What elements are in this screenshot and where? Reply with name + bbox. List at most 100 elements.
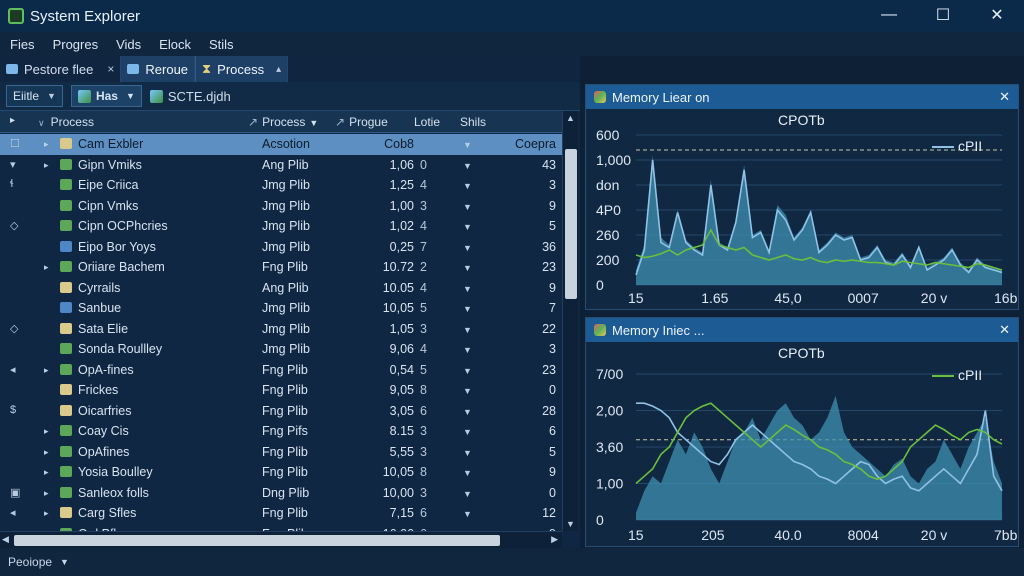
- chevron-down-icon[interactable]: ▼: [463, 140, 472, 150]
- expand-icon[interactable]: ▸: [44, 508, 49, 518]
- search-field[interactable]: SCTE.djdh: [149, 89, 231, 104]
- process-type: Fng Plib: [262, 362, 308, 377]
- scroll-left-icon[interactable]: ◀: [2, 534, 9, 544]
- chevron-up-icon[interactable]: ▴: [276, 63, 282, 75]
- tab-process[interactable]: ⧗ Process ▴: [195, 56, 289, 82]
- chevron-down-icon[interactable]: ▼: [463, 304, 472, 314]
- expand-icon[interactable]: ▸: [44, 364, 49, 375]
- series-line-green: [635, 402, 1003, 485]
- table-row[interactable]: ɬ Eipe Criica Jmg Plib 1,25 4 ▼ 3: [0, 175, 562, 196]
- vertical-scrollbar[interactable]: ▲ ▼: [562, 111, 578, 531]
- chevron-down-icon[interactable]: ▼: [60, 557, 69, 567]
- status-text[interactable]: Peoiope: [8, 555, 53, 569]
- column-header-lotie[interactable]: Lotie: [414, 115, 441, 129]
- process-value: 1,02: [389, 219, 414, 233]
- x-tick-label: 20 v: [921, 527, 947, 543]
- chevron-down-icon[interactable]: ▼: [463, 509, 472, 519]
- scroll-up-icon[interactable]: ▲: [566, 113, 575, 123]
- status-bar: Peoiope ▼: [0, 548, 1024, 576]
- table-row[interactable]: ◇ Sata Elie Jmg Plib 1,05 3 ▼ 22: [0, 319, 562, 340]
- table-row[interactable]: Eipo Bor Yoys Jmg Plib 0,25 7 ▼ 36: [0, 237, 562, 258]
- expand-icon[interactable]: ▸: [44, 159, 49, 170]
- chevron-down-icon[interactable]: ▼: [463, 406, 472, 417]
- table-row[interactable]: ◂ ▸ Carg Sfles Fng Plib 7,15 6 ▼ 12: [0, 503, 562, 524]
- process-count: 3: [549, 178, 556, 192]
- table-row[interactable]: ▸ Oriiare Bachem Fng Plib 10.72 2 ▼ 23: [0, 257, 562, 278]
- tab-label: Pestore flee: [24, 61, 94, 77]
- process-value: Cob8: [384, 137, 414, 151]
- chevron-down-icon[interactable]: ▼: [463, 263, 472, 273]
- tab-close-icon[interactable]: ×: [107, 62, 115, 76]
- chevron-down-icon[interactable]: ▼: [463, 181, 472, 191]
- table-row[interactable]: $ Oicarfries Fng Plib 3,05 6 ▼ 28: [0, 401, 562, 422]
- table-row[interactable]: ☐ ▸ Cam Exbler Acsotion Cob8 ▼ Coepra: [0, 134, 562, 155]
- process-name: Sonda Roullley: [78, 342, 163, 356]
- column-header-process-2[interactable]: ↗ Process ▼: [248, 115, 318, 129]
- window-controls: — ☐ ✕: [862, 0, 1024, 32]
- minimize-button[interactable]: —: [881, 6, 897, 23]
- close-button[interactable]: ✕: [990, 7, 1004, 24]
- table-row[interactable]: Frickes Fng Plib 9,05 8 ▼ 0: [0, 380, 562, 401]
- horizontal-scrollbar[interactable]: ◀ ▶: [0, 531, 562, 549]
- expand-icon[interactable]: ▸: [44, 262, 49, 272]
- scroll-down-icon[interactable]: ▼: [566, 519, 575, 529]
- menu-item-stils[interactable]: Stils: [208, 36, 234, 52]
- view-select[interactable]: Eiitle ▼: [6, 85, 63, 107]
- close-icon[interactable]: ✕: [999, 322, 1010, 337]
- table-row[interactable]: ▣ ▸ Sanleox folls Dng Plib 10,00 3 ▼ 0: [0, 483, 562, 504]
- chevron-down-icon[interactable]: ▼: [463, 468, 472, 478]
- expand-icon[interactable]: ▸: [44, 426, 49, 436]
- chevron-down-icon[interactable]: ▼: [463, 242, 472, 253]
- tab-pestore-flee[interactable]: Pestore flee ×: [0, 56, 122, 82]
- column-header-shils[interactable]: Shils: [460, 115, 487, 129]
- row-status-icon: ◂: [10, 507, 16, 519]
- has-button[interactable]: Has ▼: [70, 85, 142, 107]
- table-row[interactable]: Cipn Vmks Jmg Plib 1,00 3 ▼ 9: [0, 196, 562, 217]
- process-type: Jmg Plib: [262, 342, 310, 356]
- table-row[interactable]: Cyrrails Ang Plib 10.05 4 ▼ 9: [0, 278, 562, 299]
- chevron-down-icon[interactable]: ▼: [463, 283, 472, 294]
- chevron-down-icon[interactable]: ▼: [463, 222, 472, 232]
- horizontal-scroll-thumb[interactable]: [14, 535, 500, 546]
- column-header-process[interactable]: ∨ Process: [38, 115, 94, 129]
- close-icon[interactable]: ✕: [999, 89, 1010, 104]
- chevron-down-icon[interactable]: ▼: [463, 365, 472, 376]
- scroll-right-icon[interactable]: ▶: [551, 534, 558, 544]
- column-header-progue[interactable]: ↗ Progue: [335, 115, 388, 129]
- expand-icon[interactable]: ▸: [44, 139, 49, 149]
- table-row[interactable]: ▾ ▸ Gipn Vmiks Ang Plib 1,06 0 ▼ 43: [0, 155, 562, 176]
- chevron-down-icon[interactable]: ▼: [463, 324, 472, 335]
- table-row[interactable]: Sanbue Jmg Plib 10,05 5 ▼ 7: [0, 298, 562, 319]
- process-lotie: 3: [420, 321, 427, 336]
- table-row[interactable]: Crd Pfleo Fng Plib 16,06 6 ▼ 9: [0, 524, 562, 532]
- table-row[interactable]: ▸ Yosia Boulley Fng Plib 10,05 8 ▼ 9: [0, 462, 562, 483]
- menu-item-progres[interactable]: Progres: [52, 36, 99, 52]
- table-row[interactable]: ◇ Cipn OCPhcries Jmg Plib 1,02 4 ▼ 5: [0, 216, 562, 237]
- chevron-down-icon[interactable]: ▼: [463, 345, 472, 355]
- table-row[interactable]: ◂ ▸ OpA-fines Fng Plib 0,54 5 ▼ 23: [0, 360, 562, 381]
- menu-item-vids[interactable]: Vids: [116, 36, 142, 52]
- expand-icon[interactable]: ▸: [44, 446, 49, 457]
- chevron-down-icon[interactable]: ▼: [463, 427, 472, 437]
- expand-icon[interactable]: ▸: [44, 487, 49, 498]
- expand-icon[interactable]: ▸: [44, 467, 49, 477]
- table-row[interactable]: ▸ Coay Cis Fng Pifs 8.15 3 ▼ 6: [0, 421, 562, 442]
- folder-icon: [60, 466, 72, 477]
- menu-item-elock[interactable]: Elock: [159, 36, 191, 52]
- chevron-down-icon[interactable]: ▼: [463, 447, 472, 458]
- table-row[interactable]: Sonda Roullley Jmg Plib 9,06 4 ▼ 3: [0, 339, 562, 360]
- area-series: [636, 155, 1002, 285]
- expand-all-icon[interactable]: ▸: [10, 115, 16, 126]
- chevron-down-icon[interactable]: ▼: [463, 201, 472, 212]
- table-row[interactable]: ▸ OpAfines Fng Plib 5,55 3 ▼ 5: [0, 442, 562, 463]
- tab-reroue[interactable]: Reroue: [121, 56, 196, 82]
- chevron-down-icon[interactable]: ▼: [463, 386, 472, 396]
- tab-label: Reroue: [145, 61, 189, 77]
- menu-item-files[interactable]: Fies: [10, 36, 35, 52]
- chevron-down-icon[interactable]: ▼: [463, 488, 472, 499]
- process-lotie: 4: [420, 219, 427, 233]
- maximize-button[interactable]: ☐: [935, 7, 951, 24]
- chevron-down-icon[interactable]: ▼: [463, 530, 472, 532]
- vertical-scroll-thumb[interactable]: [565, 149, 577, 299]
- chevron-down-icon[interactable]: ▼: [463, 160, 472, 171]
